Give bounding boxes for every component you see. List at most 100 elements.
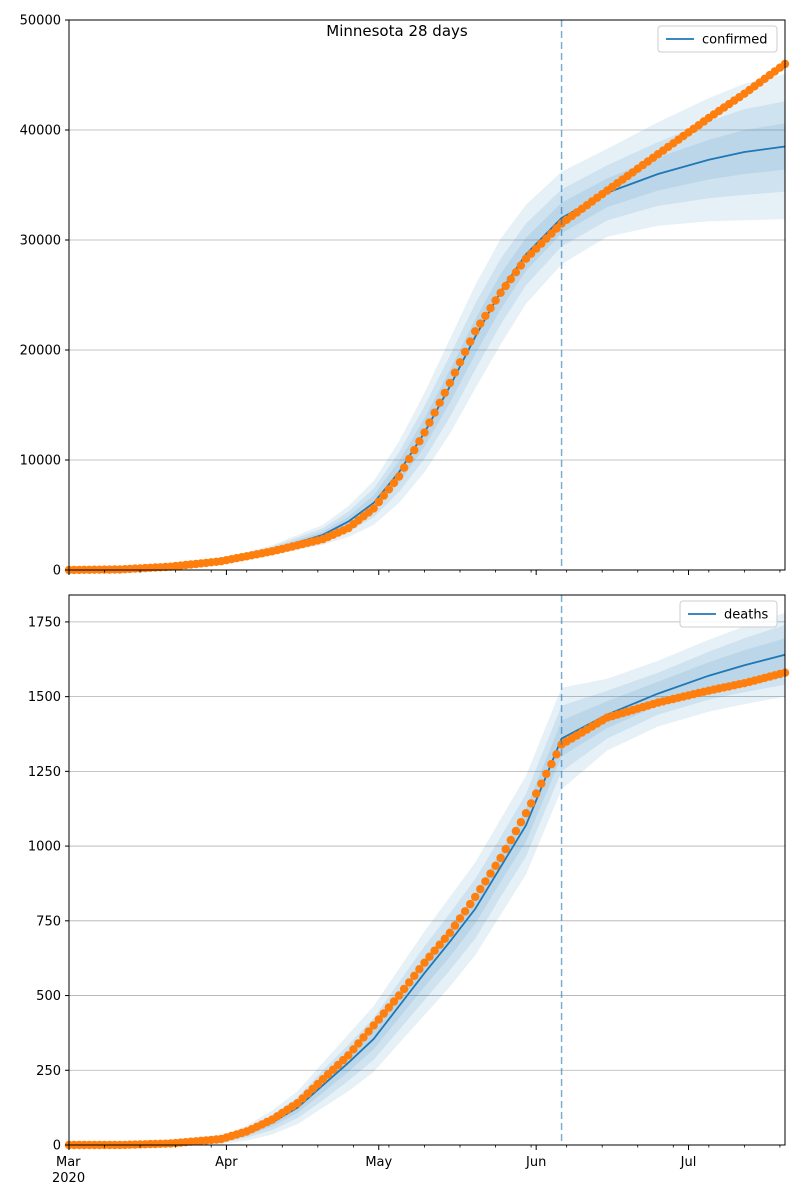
confirmed-panel: 0 10000 20000 30000 40000 50000 confirmed <box>20 14 790 579</box>
observed-point <box>369 504 378 513</box>
observed-point <box>344 1051 353 1060</box>
confidence-band <box>69 101 785 571</box>
observed-point <box>501 281 510 291</box>
y-tick-label: 10000 <box>20 454 61 469</box>
x-tick-label: Jun <box>525 1155 546 1170</box>
observed-point <box>425 952 434 961</box>
deaths-panel: 0 250 500 750 1000 1250 1500 1750 Mar Apr May Jun Ju… <box>28 594 790 1170</box>
observed-point <box>476 319 485 328</box>
observed-point <box>506 275 515 284</box>
observed-point <box>425 418 434 427</box>
observed-point <box>516 261 526 270</box>
observed-point <box>410 971 419 980</box>
x-year-label: 2020 <box>52 1171 85 1186</box>
observed-point <box>394 472 404 481</box>
y-tick-label: 0 <box>53 564 61 579</box>
observed-point <box>435 398 444 407</box>
y-tick-label: 500 <box>36 989 61 1004</box>
observed-point <box>501 844 510 854</box>
y-tick-label: 40000 <box>20 124 61 139</box>
observed-point <box>537 779 546 788</box>
observed-point <box>435 940 444 949</box>
observed-point <box>506 835 515 845</box>
observed-point <box>460 907 470 916</box>
y-tick-label: 0 <box>53 1139 61 1154</box>
observed-point <box>466 337 475 346</box>
observed-point <box>354 1039 363 1048</box>
y-tick-label: 250 <box>36 1064 61 1079</box>
observed-point <box>440 934 449 943</box>
observed-point <box>410 445 419 455</box>
observed-point <box>405 454 414 464</box>
observed-point <box>455 914 465 923</box>
y-tick-label: 50000 <box>20 14 61 29</box>
observed-point <box>445 928 455 937</box>
observed-point <box>384 485 394 494</box>
observed-point <box>359 1033 368 1042</box>
observed-point <box>542 769 551 779</box>
observed-point <box>430 946 439 955</box>
observed-point <box>445 378 455 388</box>
confidence-band <box>69 624 785 1145</box>
observed-point <box>511 826 521 836</box>
observed-point <box>496 288 505 297</box>
y-tick-label: 1250 <box>28 765 61 780</box>
legend-label: deaths <box>724 608 769 623</box>
legend-box <box>679 600 778 628</box>
observed-point <box>379 491 388 500</box>
observed-point <box>481 877 490 886</box>
observed-point <box>399 984 409 994</box>
observed-point <box>547 759 556 769</box>
observed-point <box>521 809 531 818</box>
observed-point <box>374 1015 383 1024</box>
observed-point <box>511 268 521 277</box>
x-tick-label: Jul <box>680 1155 697 1170</box>
observed-point <box>389 478 399 488</box>
legend-box <box>657 25 778 53</box>
observed-point <box>526 249 536 258</box>
observed-point <box>450 921 460 930</box>
observed-point <box>455 358 465 367</box>
observed-point <box>364 1027 373 1036</box>
observed-point <box>481 311 490 321</box>
observed-point <box>430 408 439 417</box>
observed-point <box>460 347 470 357</box>
observed-point <box>399 463 409 472</box>
confidence-band <box>69 612 785 1145</box>
figure-title: Minnesota 28 days <box>326 22 468 40</box>
confidence-band <box>69 123 785 571</box>
observed-point <box>379 1009 388 1018</box>
observed-point <box>394 991 404 1000</box>
observed-point <box>466 899 475 909</box>
observed-point <box>420 958 429 967</box>
observed-point <box>415 965 424 974</box>
observed-point <box>349 1045 358 1054</box>
observed-point <box>486 869 495 878</box>
observed-point <box>526 799 536 808</box>
observed-point <box>420 428 429 437</box>
observed-point <box>384 1003 394 1012</box>
y-tick-label: 1500 <box>28 690 61 705</box>
observed-point <box>440 388 449 398</box>
x-tick-label: May <box>365 1155 392 1170</box>
y-tick-label: 750 <box>36 914 61 929</box>
observed-point <box>552 750 561 759</box>
legend-label: confirmed <box>702 33 768 48</box>
observed-point <box>476 884 485 894</box>
x-tick-label: Apr <box>215 1155 238 1170</box>
y-tick-label: 30000 <box>20 234 61 249</box>
y-tick-label: 1000 <box>28 840 61 855</box>
observed-point <box>547 229 556 238</box>
observed-point <box>496 853 505 863</box>
observed-point <box>532 789 541 798</box>
observed-point <box>491 296 500 305</box>
y-tick-label: 1750 <box>28 615 61 630</box>
observed-point <box>415 437 424 446</box>
observed-point <box>389 997 399 1006</box>
observed-point <box>405 978 414 987</box>
observed-point <box>374 497 383 507</box>
observed-point <box>471 892 480 902</box>
observed-point <box>450 368 460 377</box>
